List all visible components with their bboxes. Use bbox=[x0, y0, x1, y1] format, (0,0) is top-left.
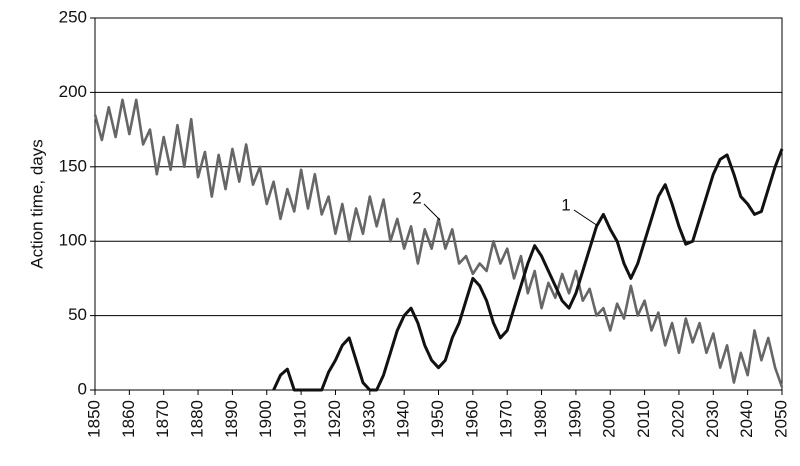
y-tick-label: 150 bbox=[59, 156, 87, 175]
callout-line bbox=[423, 203, 441, 221]
series-line bbox=[93, 98, 784, 388]
x-tick-label: 1990 bbox=[565, 400, 584, 438]
x-tick-label: 1950 bbox=[428, 400, 447, 438]
x-tick-label: 1850 bbox=[84, 400, 103, 438]
x-tick-label: 2000 bbox=[600, 400, 619, 438]
y-tick-label: 100 bbox=[59, 231, 87, 250]
x-tick-label: 1910 bbox=[291, 400, 310, 438]
plot-frame bbox=[94, 17, 783, 391]
x-tick-label: 2020 bbox=[668, 400, 687, 438]
x-tick-label: 1940 bbox=[394, 400, 413, 438]
x-tick-label: 1890 bbox=[222, 400, 241, 438]
y-tick-label: 250 bbox=[59, 7, 87, 26]
series-line bbox=[272, 148, 784, 392]
x-tick-label: 1860 bbox=[119, 400, 138, 438]
x-tick-label: 1880 bbox=[188, 400, 207, 438]
x-tick-label: 1920 bbox=[325, 400, 344, 438]
y-axis-label: Action time, days bbox=[27, 139, 46, 268]
x-tick-label: 2010 bbox=[634, 400, 653, 438]
y-tick-label: 0 bbox=[78, 379, 87, 398]
x-tick-label: 1930 bbox=[359, 400, 378, 438]
series-label: 2 bbox=[412, 188, 421, 207]
x-tick-label: 2030 bbox=[703, 400, 722, 438]
series-label: 1 bbox=[561, 195, 570, 214]
x-tick-label: 2040 bbox=[737, 400, 756, 438]
x-tick-label: 1900 bbox=[256, 400, 275, 438]
x-tick-label: 1980 bbox=[531, 400, 550, 438]
y-tick-label: 200 bbox=[59, 82, 87, 101]
x-tick-label: 2050 bbox=[771, 400, 790, 438]
callout-line bbox=[573, 209, 599, 227]
x-tick-label: 1870 bbox=[153, 400, 172, 438]
x-tick-label: 1970 bbox=[497, 400, 516, 438]
x-tick-label: 1960 bbox=[462, 400, 481, 438]
y-tick-label: 50 bbox=[68, 305, 87, 324]
